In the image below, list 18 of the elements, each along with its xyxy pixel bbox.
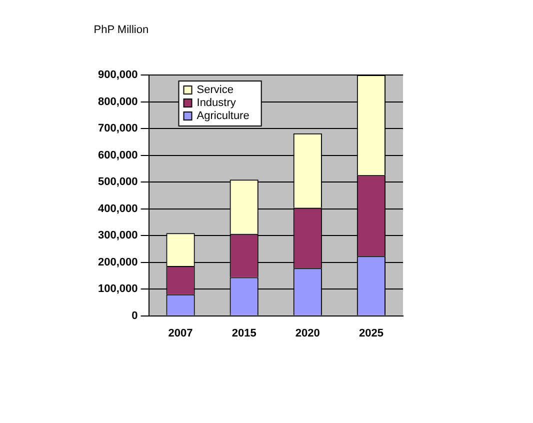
y-tick-label: 500,000 xyxy=(98,176,138,188)
legend-label: Agriculture xyxy=(196,110,250,122)
y-tick-label: 700,000 xyxy=(98,122,138,135)
y-tick-label: 600,000 xyxy=(98,149,138,162)
y-tick-label: 800,000 xyxy=(98,96,138,108)
y-tick-label: 100,000 xyxy=(98,283,138,296)
x-tick-label: 2015 xyxy=(232,327,256,340)
y-axis-title: PhP Million xyxy=(94,24,149,36)
y-tick-label: 200,000 xyxy=(98,256,138,268)
x-tick-label: 2025 xyxy=(358,327,384,340)
x-tick-label: 2007 xyxy=(168,327,193,340)
y-tick-label: 400,000 xyxy=(98,202,138,215)
x-tick-label: 2020 xyxy=(295,327,320,340)
y-tick-label: 0 xyxy=(132,310,138,322)
legend-label: Service xyxy=(196,84,234,96)
legend-label: Industry xyxy=(196,97,236,110)
y-tick-label: 900,000 xyxy=(98,69,138,82)
y-tick-label: 300,000 xyxy=(98,230,138,242)
